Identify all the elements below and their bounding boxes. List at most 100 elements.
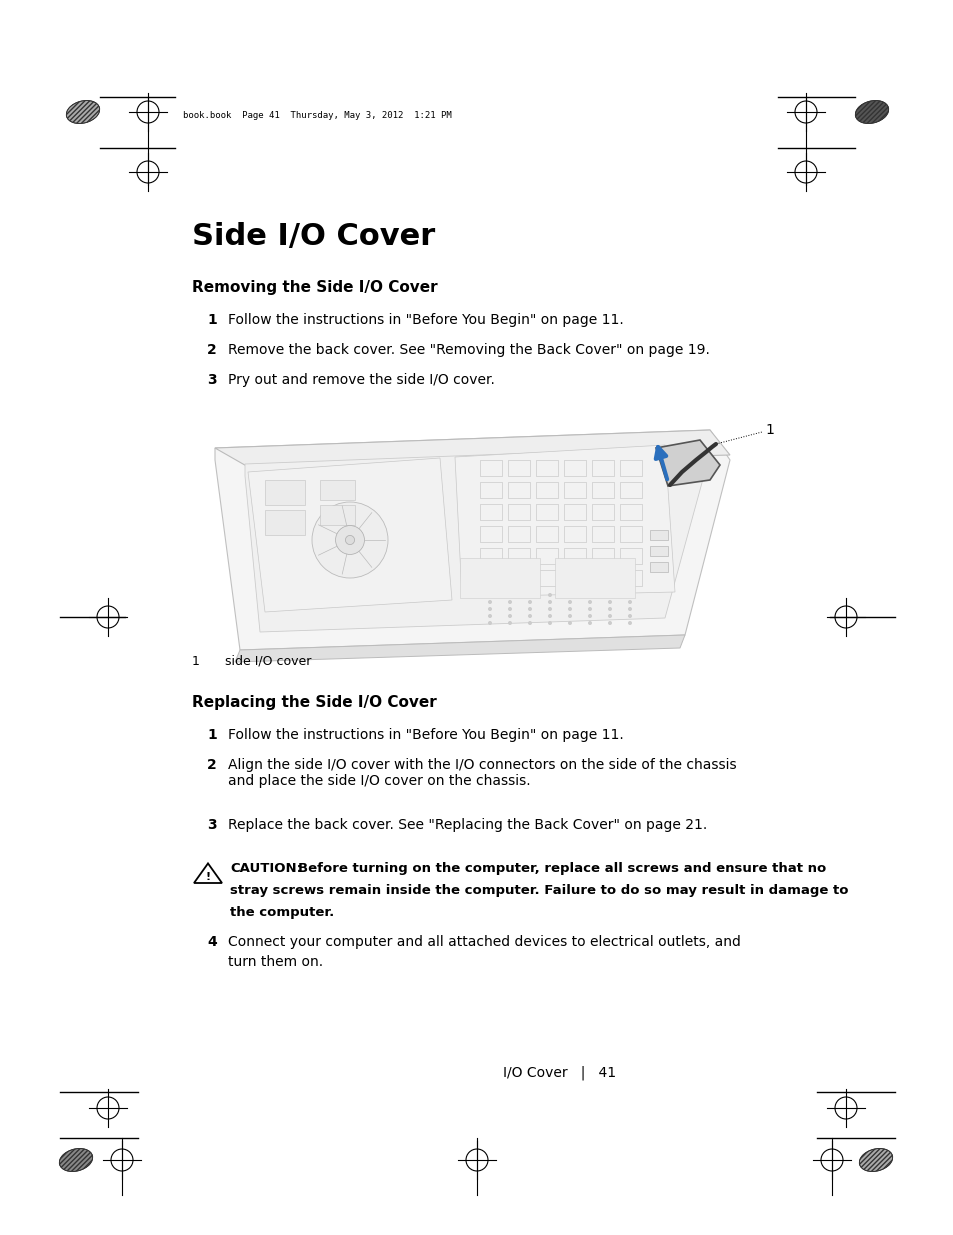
Polygon shape <box>248 458 452 613</box>
Bar <box>649 562 667 572</box>
Circle shape <box>567 606 572 611</box>
Circle shape <box>607 614 612 618</box>
Text: Removing the Side I/O Cover: Removing the Side I/O Cover <box>192 280 437 295</box>
Bar <box>619 459 641 475</box>
Bar <box>592 526 614 542</box>
Text: Remove the back cover. See "Removing the Back Cover" on page 19.: Remove the back cover. See "Removing the… <box>228 343 709 357</box>
Text: 1: 1 <box>207 727 216 742</box>
Ellipse shape <box>67 100 99 124</box>
Polygon shape <box>245 447 705 632</box>
Text: Connect your computer and all attached devices to electrical outlets, and: Connect your computer and all attached d… <box>228 935 740 948</box>
Circle shape <box>607 593 612 597</box>
Circle shape <box>488 614 492 618</box>
Circle shape <box>627 593 631 597</box>
Text: 3: 3 <box>207 818 216 832</box>
Bar <box>619 504 641 520</box>
Bar <box>536 459 558 475</box>
Ellipse shape <box>859 1149 892 1172</box>
Text: book.book  Page 41  Thursday, May 3, 2012  1:21 PM: book.book Page 41 Thursday, May 3, 2012 … <box>183 110 452 120</box>
Bar <box>619 571 641 585</box>
Ellipse shape <box>59 1149 92 1172</box>
Circle shape <box>488 593 492 597</box>
Circle shape <box>527 593 532 597</box>
Circle shape <box>507 593 512 597</box>
Text: stray screws remain inside the computer. Failure to do so may result in damage t: stray screws remain inside the computer.… <box>230 884 847 897</box>
Circle shape <box>607 621 612 625</box>
Bar <box>536 571 558 585</box>
Polygon shape <box>656 440 720 487</box>
Circle shape <box>507 606 512 611</box>
Text: Pry out and remove the side I/O cover.: Pry out and remove the side I/O cover. <box>228 373 495 387</box>
Bar <box>563 459 585 475</box>
Bar <box>507 459 530 475</box>
Circle shape <box>547 621 552 625</box>
Bar <box>592 548 614 564</box>
Circle shape <box>547 606 552 611</box>
Bar <box>563 482 585 498</box>
Circle shape <box>345 536 355 545</box>
Bar <box>265 510 305 535</box>
Bar <box>563 526 585 542</box>
Circle shape <box>587 614 592 618</box>
Bar <box>507 526 530 542</box>
Bar <box>592 571 614 585</box>
Circle shape <box>567 614 572 618</box>
Circle shape <box>627 606 631 611</box>
Text: Side I/O Cover: Side I/O Cover <box>192 222 435 251</box>
Bar <box>507 482 530 498</box>
Bar <box>592 482 614 498</box>
Circle shape <box>567 600 572 604</box>
Text: side I/O cover: side I/O cover <box>225 655 311 668</box>
Bar <box>619 482 641 498</box>
Bar <box>479 504 501 520</box>
Text: 1: 1 <box>192 655 200 668</box>
Circle shape <box>527 600 532 604</box>
Text: the computer.: the computer. <box>230 906 334 919</box>
Circle shape <box>488 606 492 611</box>
Circle shape <box>587 600 592 604</box>
Circle shape <box>507 600 512 604</box>
Bar <box>649 530 667 540</box>
Circle shape <box>527 606 532 611</box>
Circle shape <box>567 593 572 597</box>
Text: 2: 2 <box>207 758 216 772</box>
Circle shape <box>547 593 552 597</box>
Text: Follow the instructions in "Before You Begin" on page 11.: Follow the instructions in "Before You B… <box>228 312 623 327</box>
Text: turn them on.: turn them on. <box>228 955 323 969</box>
Bar <box>507 548 530 564</box>
Bar <box>563 571 585 585</box>
Bar <box>459 558 539 598</box>
Bar <box>479 482 501 498</box>
Circle shape <box>627 614 631 618</box>
Circle shape <box>547 600 552 604</box>
Bar <box>479 571 501 585</box>
Circle shape <box>607 606 612 611</box>
Bar <box>265 480 305 505</box>
Polygon shape <box>455 445 675 597</box>
Bar <box>619 548 641 564</box>
Text: Replacing the Side I/O Cover: Replacing the Side I/O Cover <box>192 695 436 710</box>
Bar <box>536 526 558 542</box>
Bar <box>507 504 530 520</box>
Bar <box>507 571 530 585</box>
Circle shape <box>312 501 388 578</box>
Text: 2: 2 <box>207 343 216 357</box>
Bar <box>319 505 355 525</box>
Ellipse shape <box>855 100 888 124</box>
Bar <box>479 526 501 542</box>
Bar <box>619 526 641 542</box>
Text: Replace the back cover. See "Replacing the Back Cover" on page 21.: Replace the back cover. See "Replacing t… <box>228 818 706 832</box>
Text: 3: 3 <box>207 373 216 387</box>
Bar <box>319 480 355 500</box>
Text: I/O Cover   |   41: I/O Cover | 41 <box>503 1065 616 1079</box>
Bar <box>555 558 635 598</box>
Circle shape <box>627 600 631 604</box>
Text: !: ! <box>205 872 211 882</box>
Bar <box>592 504 614 520</box>
Circle shape <box>627 621 631 625</box>
Circle shape <box>607 600 612 604</box>
Text: Follow the instructions in "Before You Begin" on page 11.: Follow the instructions in "Before You B… <box>228 727 623 742</box>
Circle shape <box>587 593 592 597</box>
Circle shape <box>547 614 552 618</box>
Bar <box>479 459 501 475</box>
